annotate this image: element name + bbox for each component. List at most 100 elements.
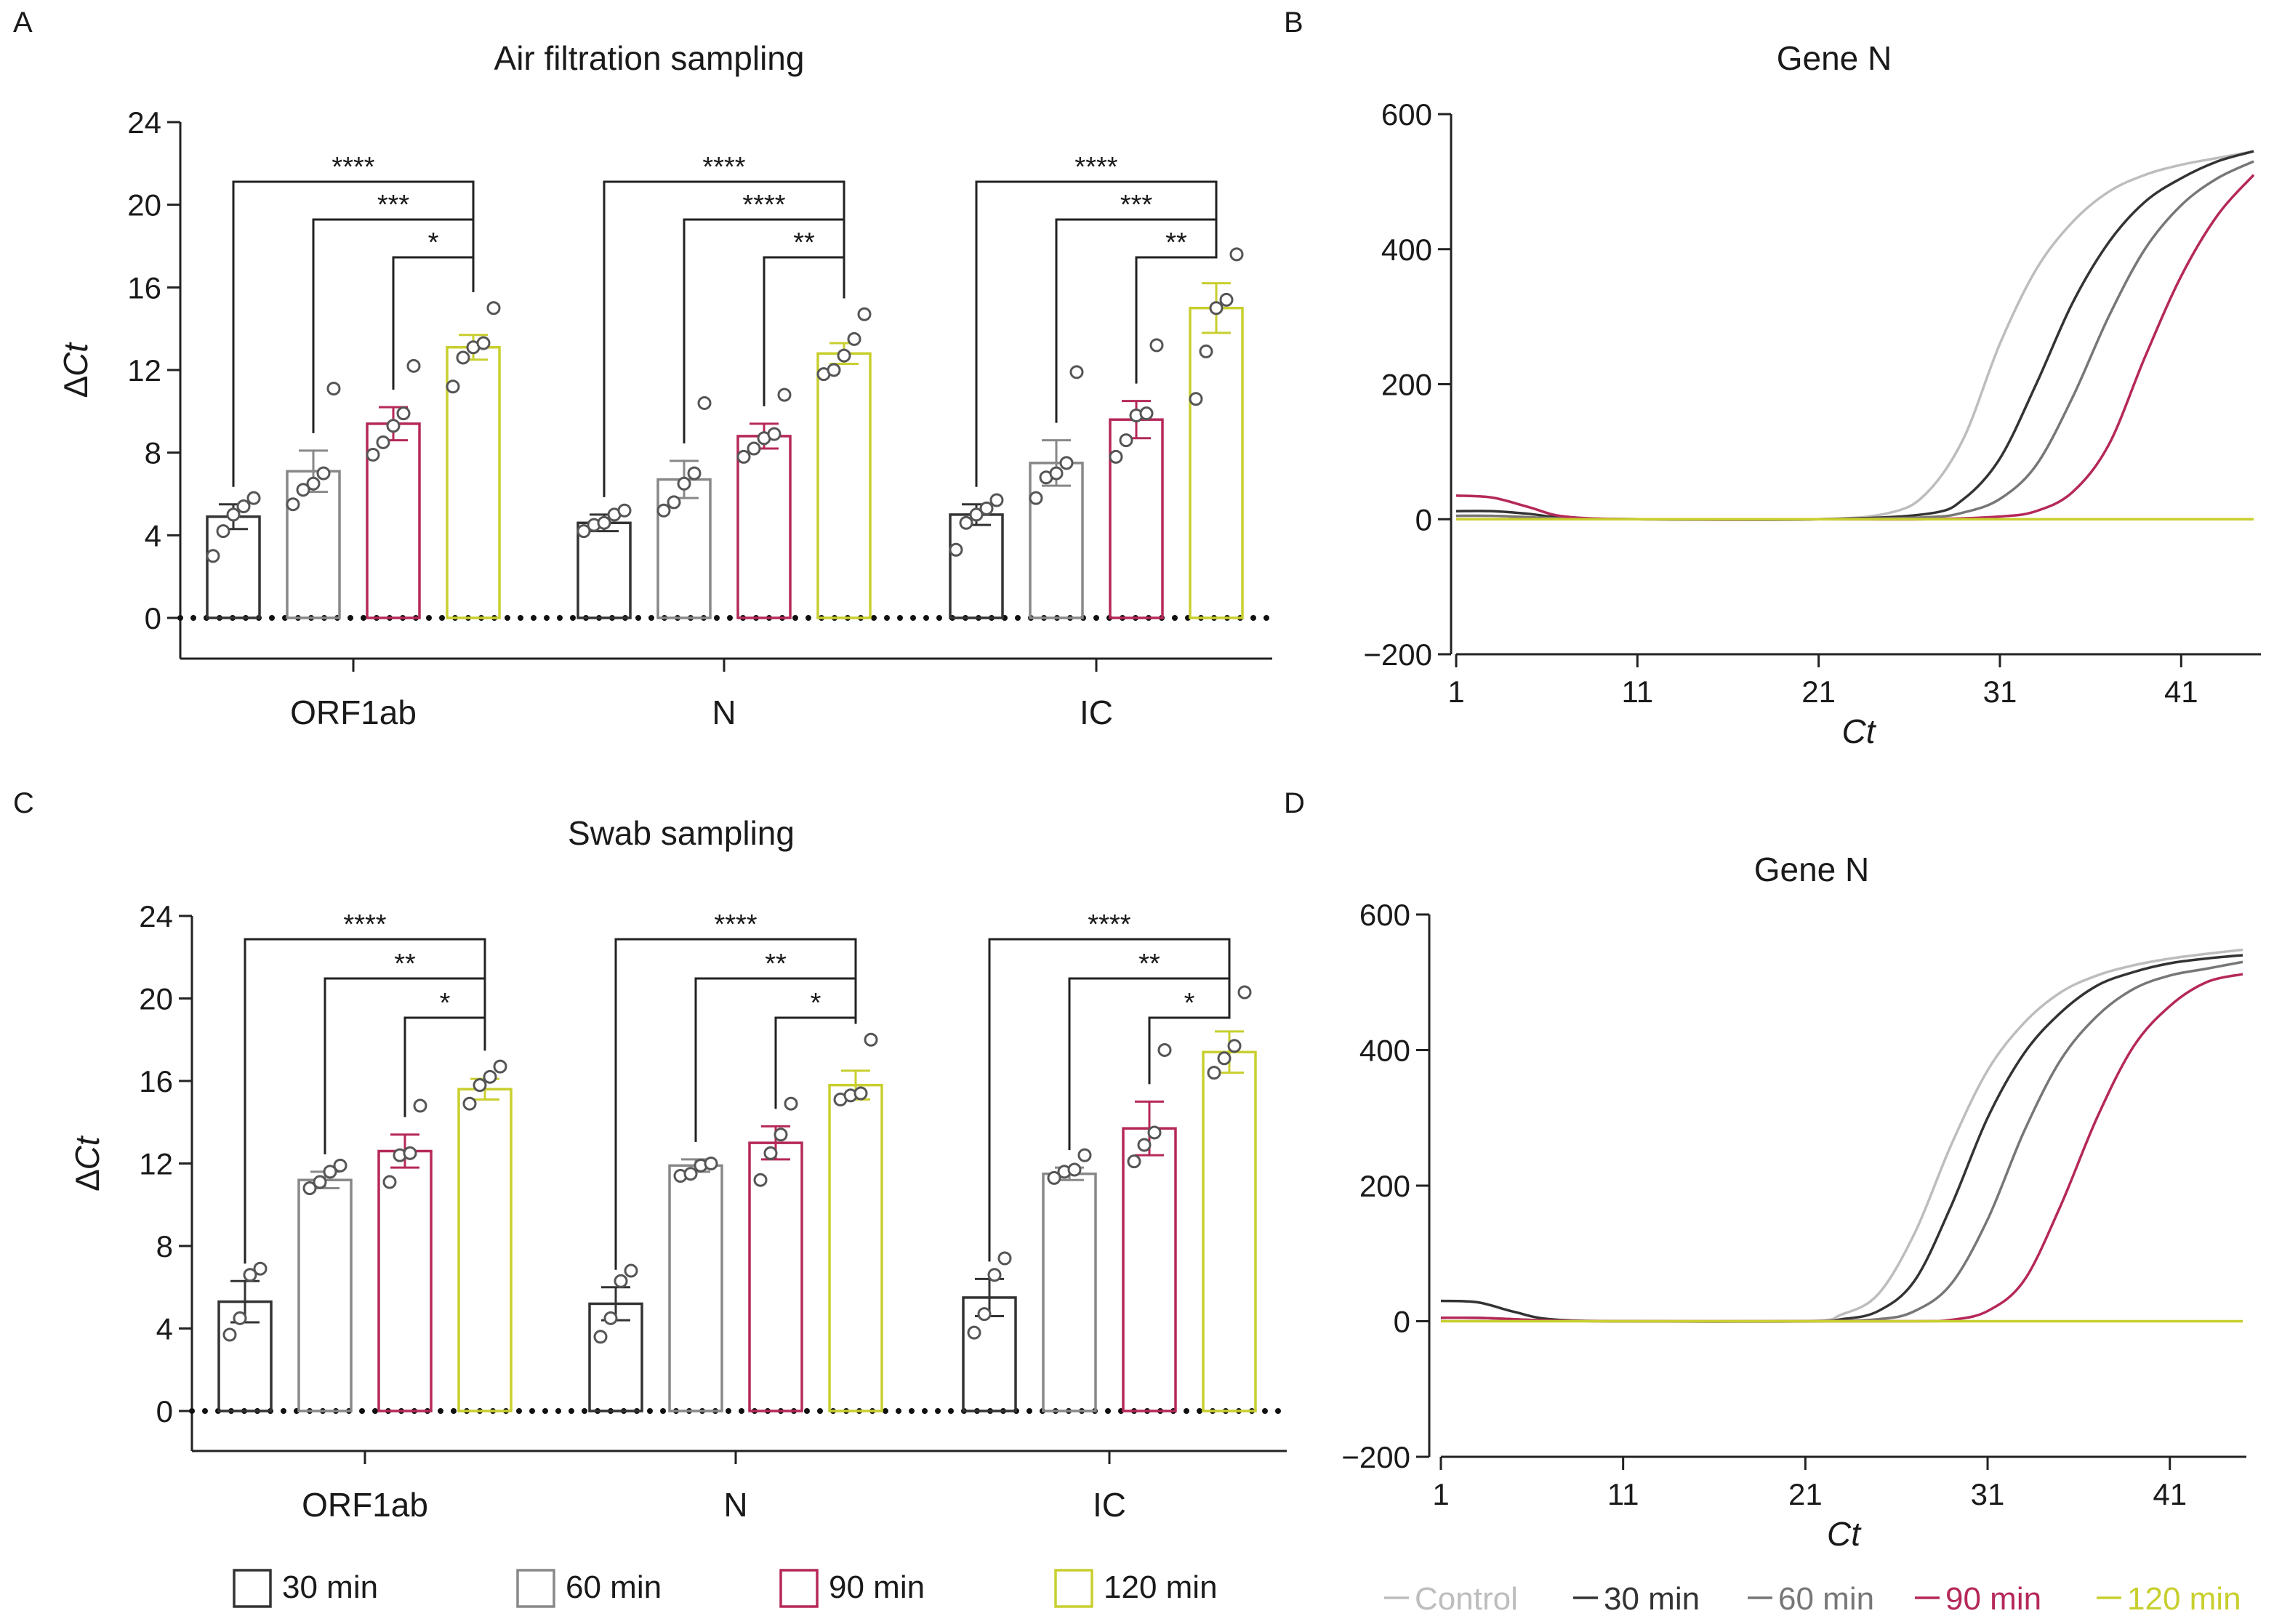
- data-point: [847, 331, 861, 346]
- data-point: [366, 448, 380, 462]
- panel-label-b: B: [1284, 7, 1303, 39]
- data-point: [777, 387, 792, 402]
- y-tick-label: 20: [139, 982, 173, 1016]
- data-point: [1217, 1051, 1232, 1066]
- data-point: [736, 449, 751, 464]
- significance-bracket: [403, 1016, 486, 1117]
- data-point: [483, 1069, 497, 1084]
- data-point: [1237, 985, 1252, 1000]
- data-point: [206, 549, 220, 563]
- bar-n-120-min: [816, 352, 872, 619]
- data-point: [837, 348, 851, 363]
- data-point: [1119, 433, 1133, 448]
- y-tick-label: 12: [127, 353, 161, 387]
- legend-bars: 30 min 60 min 90 min 120 min: [233, 1569, 1218, 1608]
- bar-n-90-min: [736, 435, 792, 619]
- data-point: [1147, 1125, 1162, 1140]
- data-point: [286, 497, 300, 512]
- y-tick-label: 400: [1359, 1034, 1410, 1068]
- x-tick-label: 21: [1788, 1477, 1823, 1511]
- significance-label: **: [1165, 228, 1187, 258]
- y-axis-label-delta: ∆: [68, 1170, 106, 1191]
- significance-label: *: [440, 988, 451, 1018]
- significance-label: ****: [332, 152, 374, 182]
- data-point: [1067, 1162, 1082, 1177]
- significance-label: **: [1138, 949, 1160, 979]
- significance-label: ****: [1088, 909, 1130, 940]
- significance-label: **: [793, 228, 815, 258]
- panel-label-c: C: [13, 787, 34, 819]
- data-point: [1127, 1154, 1141, 1169]
- data-point: [296, 483, 310, 497]
- bar-ic-120-min: [1202, 1050, 1257, 1412]
- legend-swatch-60-min: [516, 1569, 555, 1608]
- x-tick-label: 1: [1447, 675, 1464, 709]
- data-point: [747, 441, 761, 456]
- data-point: [857, 307, 872, 321]
- data-point: [396, 406, 411, 421]
- curve-control: [1440, 948, 2243, 1323]
- legend-label-control: Control: [1415, 1581, 1518, 1617]
- bar-ic-90-min: [1109, 418, 1164, 619]
- data-point: [473, 1078, 487, 1093]
- category-label-n: N: [723, 1486, 747, 1524]
- data-point: [603, 1311, 618, 1325]
- significance-bracket: [1055, 218, 1218, 423]
- chart-title: Air filtration sampling: [494, 39, 805, 77]
- x-axis-label: Ct: [1842, 712, 1877, 750]
- curve-30-min: [1440, 954, 2243, 1323]
- data-point: [1049, 466, 1064, 481]
- data-point: [1047, 1170, 1061, 1185]
- data-point: [333, 1158, 347, 1173]
- chart-title: Gene N: [1754, 851, 1870, 888]
- data-point: [697, 395, 712, 410]
- bar-ic-60-min: [1042, 1172, 1097, 1412]
- data-point: [376, 435, 390, 449]
- data-point: [1199, 344, 1213, 358]
- y-axis-label-ct: Ct: [68, 1135, 106, 1170]
- y-tick-label: −200: [1363, 638, 1432, 672]
- data-point: [677, 476, 691, 491]
- y-axis-label: ∆Ct: [68, 1135, 106, 1190]
- category-label-ic: IC: [1080, 694, 1113, 731]
- data-point: [977, 1307, 992, 1322]
- y-tick-label: 20: [127, 188, 161, 222]
- data-point: [326, 382, 341, 396]
- x-tick-label: 31: [1971, 1477, 2005, 1511]
- bar-orf1ab-120-min: [457, 1088, 513, 1412]
- data-point: [593, 1330, 608, 1344]
- bar-n-60-min: [668, 1164, 723, 1412]
- data-point: [233, 1311, 247, 1325]
- data-point: [864, 1032, 878, 1047]
- data-point: [493, 1059, 507, 1074]
- legend-curves: Control 30 min 60 min 90 min 120 min: [1384, 1581, 2241, 1617]
- y-tick-label: 600: [1359, 898, 1410, 932]
- bar-n-60-min: [656, 478, 712, 619]
- data-point: [784, 1096, 798, 1111]
- category-label-n: N: [712, 694, 736, 731]
- data-point: [949, 542, 963, 557]
- curve-30-min: [1455, 150, 2254, 521]
- data-point: [323, 1165, 337, 1179]
- data-point: [476, 336, 491, 350]
- bar-orf1ab-90-min: [377, 1149, 433, 1412]
- data-point: [989, 493, 1004, 507]
- data-point: [1137, 1138, 1152, 1152]
- y-tick-label: 8: [156, 1229, 173, 1263]
- bar-ic-30-min: [949, 513, 1004, 619]
- legend-label-60-min: 60 min: [566, 1569, 662, 1605]
- data-point: [987, 1268, 1002, 1282]
- x-tick-label: 31: [1983, 675, 2017, 709]
- significance-label: ****: [1074, 152, 1117, 182]
- data-point: [767, 427, 782, 441]
- significance-label: *: [428, 228, 439, 258]
- bar-orf1ab-60-min: [286, 470, 341, 619]
- data-point: [1189, 392, 1203, 406]
- y-tick-label: 24: [139, 899, 173, 933]
- data-point: [302, 1181, 317, 1196]
- data-point: [246, 491, 261, 505]
- chart-title: Gene N: [1777, 39, 1892, 77]
- y-tick-label: 0: [156, 1394, 173, 1428]
- data-point: [1109, 449, 1123, 464]
